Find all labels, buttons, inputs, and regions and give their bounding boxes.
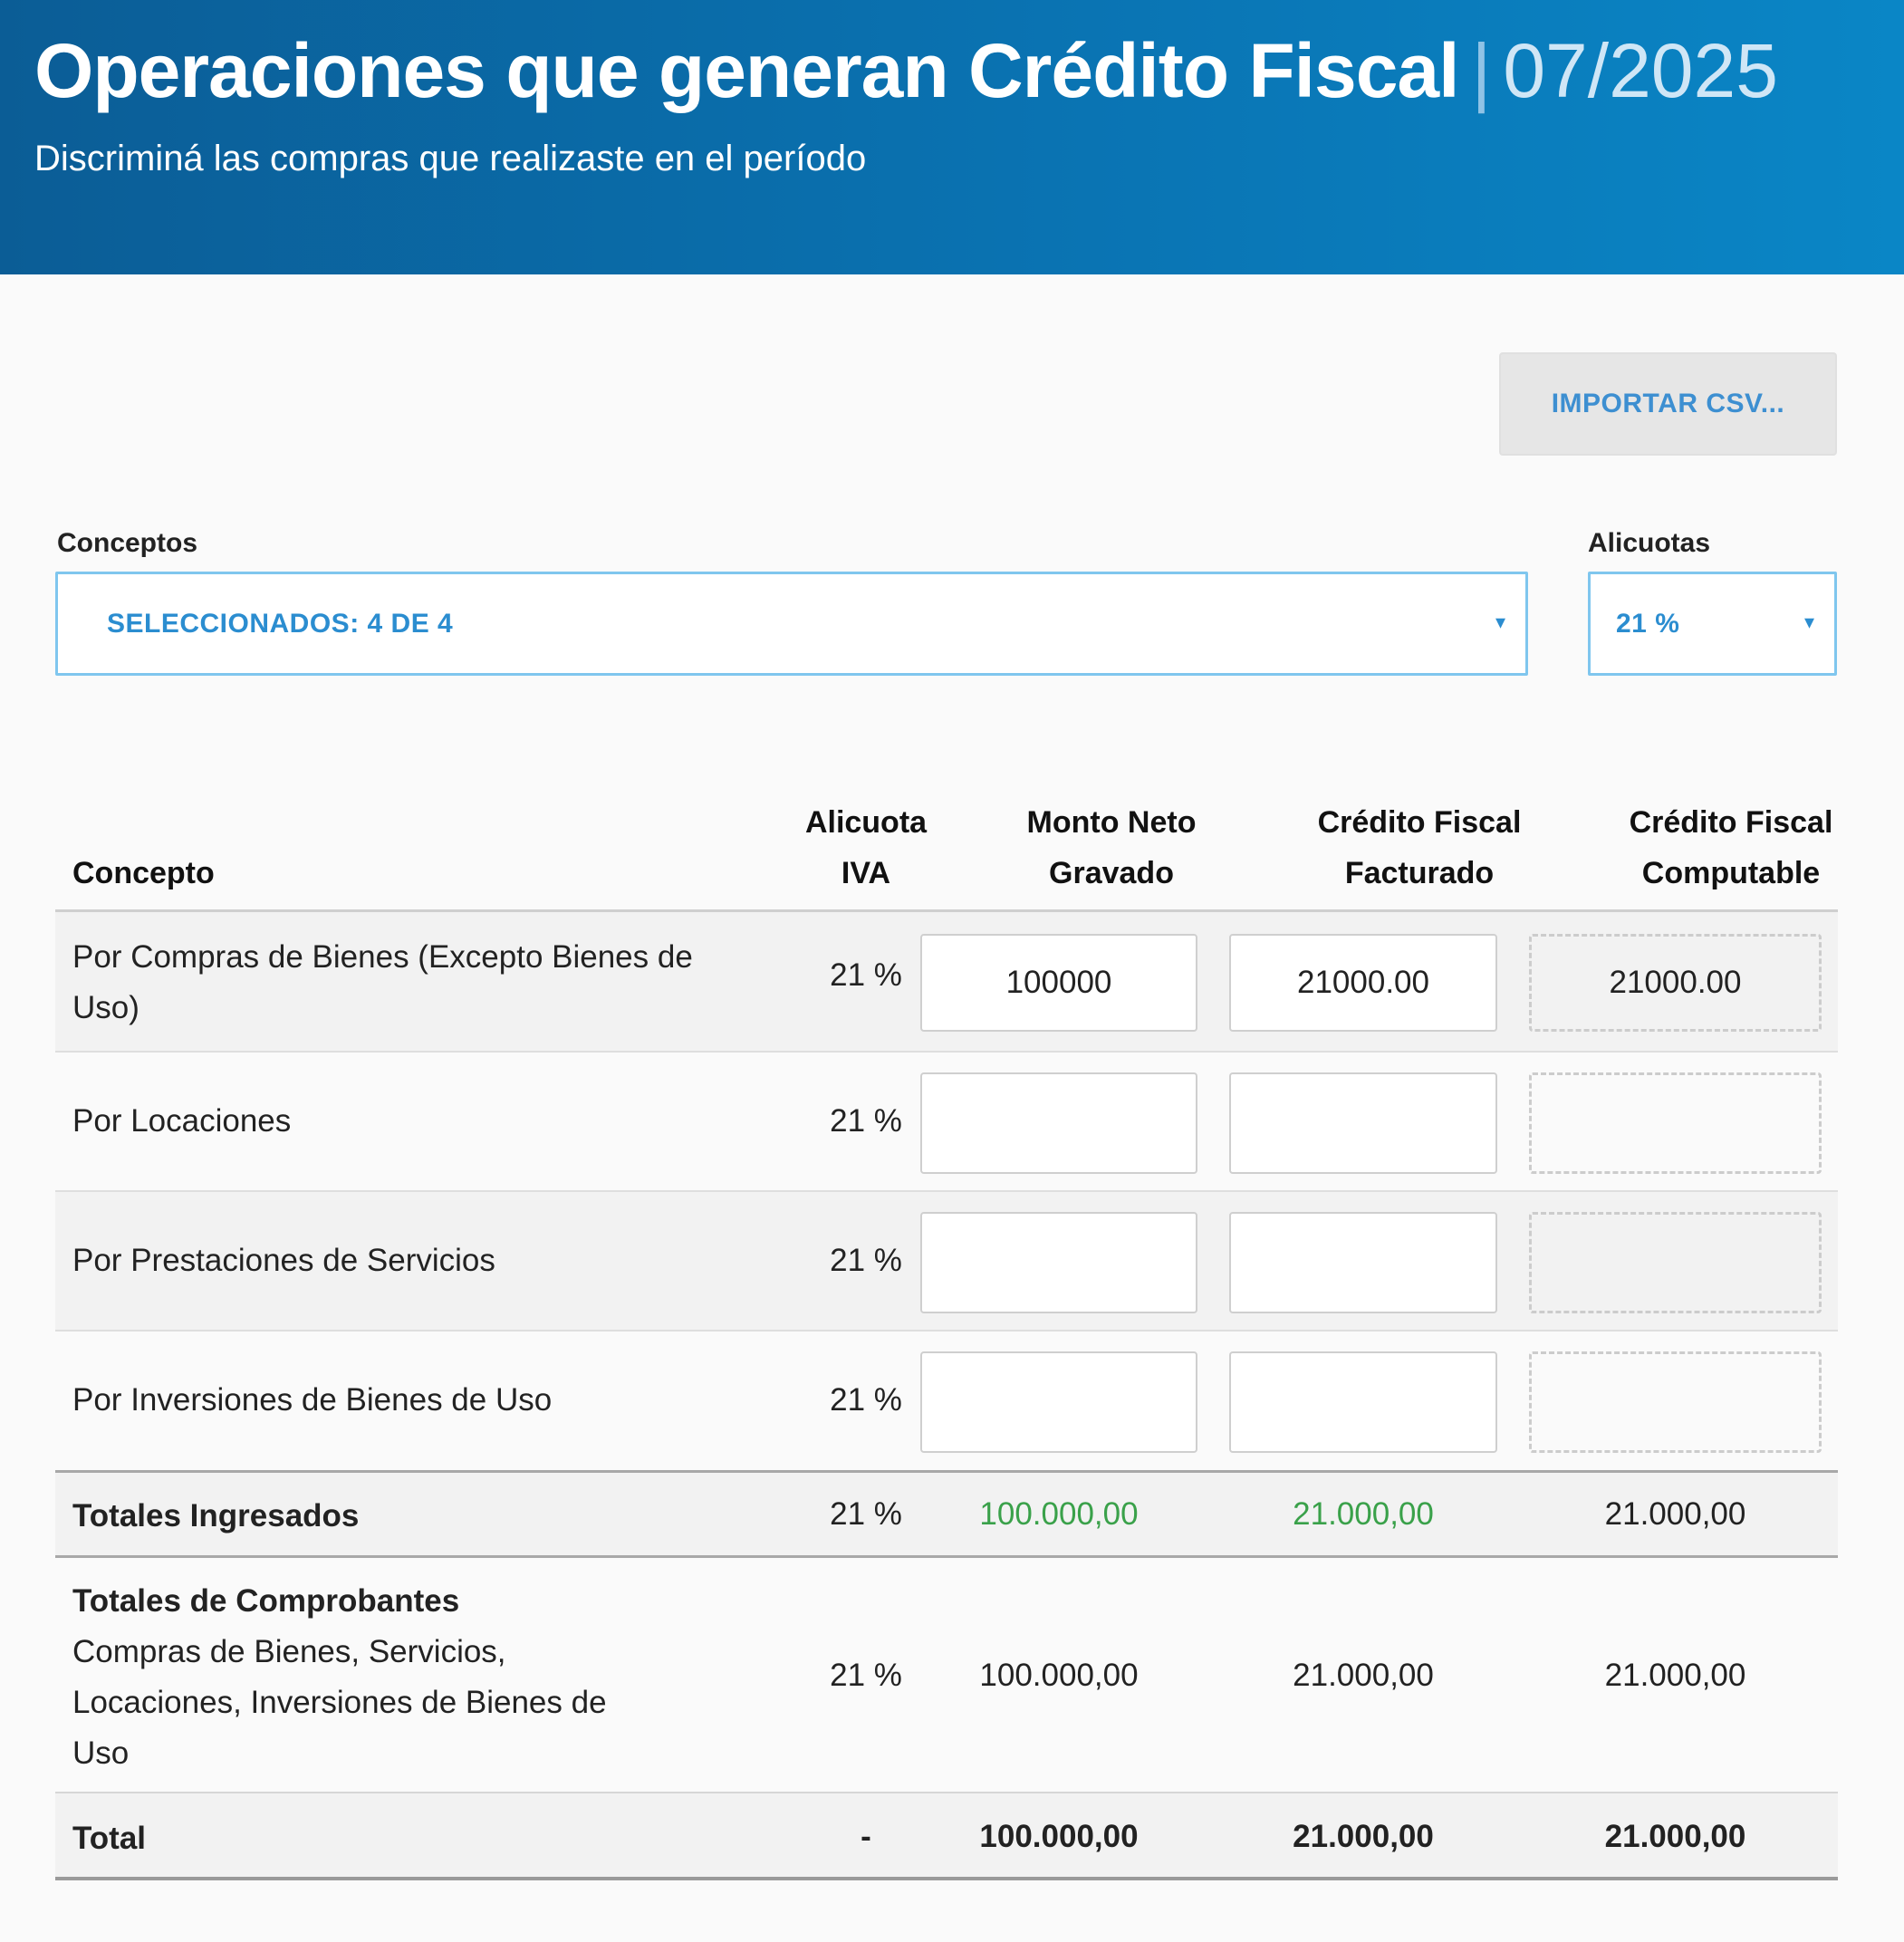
row-concepto: Por Compras de Bienes (Excepto Bienes de… [72,939,693,1025]
credito-computable-field [1529,1212,1822,1313]
header-neto-line2: Gravado [1049,856,1174,890]
conceptos-select-value: SELECCIONADOS: 4 DE 4 [107,608,454,639]
table-header: Concepto Alicuota IVA Monto Neto Gravado… [55,788,1838,912]
credito-computable-field [1529,1072,1822,1174]
totales-comprobantes-detail: Compras de Bienes, Servicios, Locaciones… [72,1634,607,1771]
totales-ingresados-computable: 21.000,00 [1604,1496,1746,1532]
row-concepto: Por Inversiones de Bienes de Uso [72,1382,553,1418]
row-concepto: Por Locaciones [72,1103,292,1139]
alicuotas-label: Alicuotas [1588,528,1711,558]
conceptos-label: Conceptos [57,528,198,558]
header-alicuota-line2: IVA [841,856,891,890]
total-row: Total - 100.000,00 21.000,00 21.000,00 [55,1793,1838,1880]
header-computable-line1: Crédito Fiscal [1629,805,1833,840]
table-row: Por Compras de Bienes (Excepto Bienes de… [55,912,1838,1053]
totales-comprobantes-neto: 100.000,00 [979,1658,1139,1693]
header-alicuota: Alicuota IVA [726,797,1006,899]
credito-facturado-input[interactable]: 21000.00 [1229,934,1497,1032]
row-alicuota: 21 % [830,1382,902,1418]
credito-facturado-input[interactable] [1229,1351,1497,1453]
header-facturado-line2: Facturado [1344,856,1495,890]
totales-comprobantes-facturado: 21.000,00 [1293,1658,1434,1693]
totales-comprobantes-alicuota: 21 % [830,1658,902,1693]
monto-neto-input[interactable]: 100000 [920,934,1197,1032]
row-alicuota: 21 % [830,1243,902,1278]
totales-comprobantes-label: Totales de Comprobantes [72,1583,460,1619]
credito-computable-field [1529,1351,1822,1453]
totales-ingresados-label: Totales Ingresados [72,1498,360,1533]
period-label: 07/2025 [1503,28,1778,113]
credito-facturado-input[interactable] [1229,1072,1497,1174]
monto-neto-input[interactable] [920,1072,1197,1174]
alicuotas-select[interactable]: 21 % ▾ [1588,572,1837,676]
monto-neto-input[interactable] [920,1351,1197,1453]
total-computable: 21.000,00 [1604,1819,1746,1854]
table-row: Por Locaciones 21 % [55,1053,1838,1192]
row-concepto: Por Prestaciones de Servicios [72,1243,495,1278]
alicuotas-select-value: 21 % [1616,608,1680,639]
total-facturado: 21.000,00 [1293,1819,1434,1854]
totales-ingresados-facturado: 21.000,00 [1293,1496,1434,1532]
row-alicuota: 21 % [830,957,902,993]
header-facturado-line1: Crédito Fiscal [1317,805,1522,840]
total-label: Total [72,1821,147,1856]
page-title-text: Operaciones que generan Crédito Fiscal [34,28,1459,113]
table-row: Por Prestaciones de Servicios 21 % [55,1192,1838,1332]
total-alicuota: - [861,1819,871,1854]
totales-comprobantes-computable: 21.000,00 [1604,1658,1746,1693]
title-separator: | [1471,28,1491,113]
credito-fiscal-table: Concepto Alicuota IVA Monto Neto Gravado… [55,788,1838,1880]
row-alicuota: 21 % [830,1103,902,1139]
totales-comprobantes-row: Totales de Comprobantes Compras de Biene… [55,1558,1838,1793]
page-header: Operaciones que generan Crédito Fiscal | 0… [0,0,1904,274]
totales-ingresados-neto: 100.000,00 [979,1496,1139,1532]
page-title: Operaciones que generan Crédito Fiscal | 0… [34,27,1778,115]
credito-computable-field: 21000.00 [1529,934,1822,1032]
monto-neto-input[interactable] [920,1212,1197,1313]
chevron-down-icon: ▾ [1803,610,1814,633]
credito-facturado-input[interactable] [1229,1212,1497,1313]
table-row: Por Inversiones de Bienes de Uso 21 % [55,1332,1838,1473]
header-credito-facturado: Crédito Fiscal Facturado [1229,797,1610,899]
conceptos-select[interactable]: SELECCIONADOS: 4 DE 4 ▾ [55,572,1528,676]
header-neto-line1: Monto Neto [1026,805,1197,840]
page-subtitle: Discriminá las compras que realizaste en… [34,139,867,178]
import-csv-button[interactable]: IMPORTAR CSV... [1499,352,1837,456]
header-alicuota-line1: Alicuota [804,805,928,840]
header-credito-computable: Crédito Fiscal Computable [1541,797,1904,899]
total-neto: 100.000,00 [979,1819,1139,1854]
chevron-down-icon: ▾ [1495,610,1505,633]
totales-ingresados-alicuota: 21 % [830,1496,902,1532]
header-monto-neto: Monto Neto Gravado [921,797,1302,899]
header-concepto: Concepto [72,856,215,890]
totales-ingresados-row: Totales Ingresados 21 % 100.000,00 21.00… [55,1473,1838,1558]
header-computable-line2: Computable [1641,856,1821,890]
